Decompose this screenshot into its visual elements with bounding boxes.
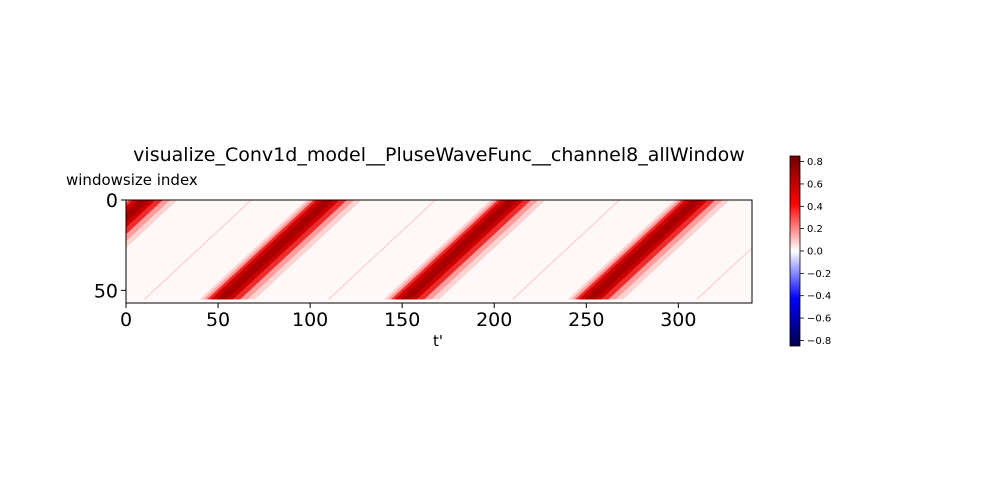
colorbar-tick-label: 0.6	[807, 179, 823, 190]
chart-title: visualize_Conv1d_model__PluseWaveFunc__c…	[133, 144, 745, 166]
y-axis: 0 50	[94, 190, 126, 302]
colorbar	[789, 155, 801, 347]
colorbar-tick-label: −0.2	[807, 269, 831, 280]
x-axis-label: t'	[433, 332, 443, 350]
x-tick-label: 100	[292, 309, 328, 331]
band-2	[199, 200, 436, 300]
x-tick-label: 50	[206, 309, 230, 331]
y-tick-label: 0	[106, 190, 118, 212]
x-tick-label: 200	[476, 309, 512, 331]
x-tick-label: 300	[660, 309, 696, 331]
band-4	[567, 200, 752, 300]
colorbar-tick-label: 0.2	[807, 224, 823, 235]
band-1	[126, 200, 252, 300]
colorbar-tick-label: −0.4	[807, 291, 831, 302]
band-3	[383, 200, 620, 300]
colorbar-tick-label: −0.8	[807, 336, 831, 347]
band-4-trail	[696, 247, 752, 300]
plot-frame	[125, 199, 753, 304]
y-axis-label: windowsize index	[66, 171, 198, 189]
heatmap	[126, 200, 752, 303]
band-2-trail	[328, 200, 436, 300]
x-tick-label: 250	[568, 309, 604, 331]
x-axis: 0 50 100 150 200 250 300	[120, 303, 696, 331]
colorbar-ticks: 0.8 0.6 0.4 0.2 0.0 −0.2 −0.4 −0.6 −0.8	[800, 157, 831, 347]
colorbar-tick-label: 0.0	[807, 247, 823, 258]
x-tick-label: 150	[384, 309, 420, 331]
colorbar-tick-label: −0.6	[807, 314, 831, 325]
band-1-trail	[144, 200, 252, 300]
x-tick-label: 0	[120, 309, 132, 331]
colorbar-tick-label: 0.8	[807, 157, 823, 168]
band-3-trail	[512, 200, 620, 300]
y-tick-label: 50	[94, 280, 118, 302]
colorbar-tick-label: 0.4	[807, 202, 823, 213]
